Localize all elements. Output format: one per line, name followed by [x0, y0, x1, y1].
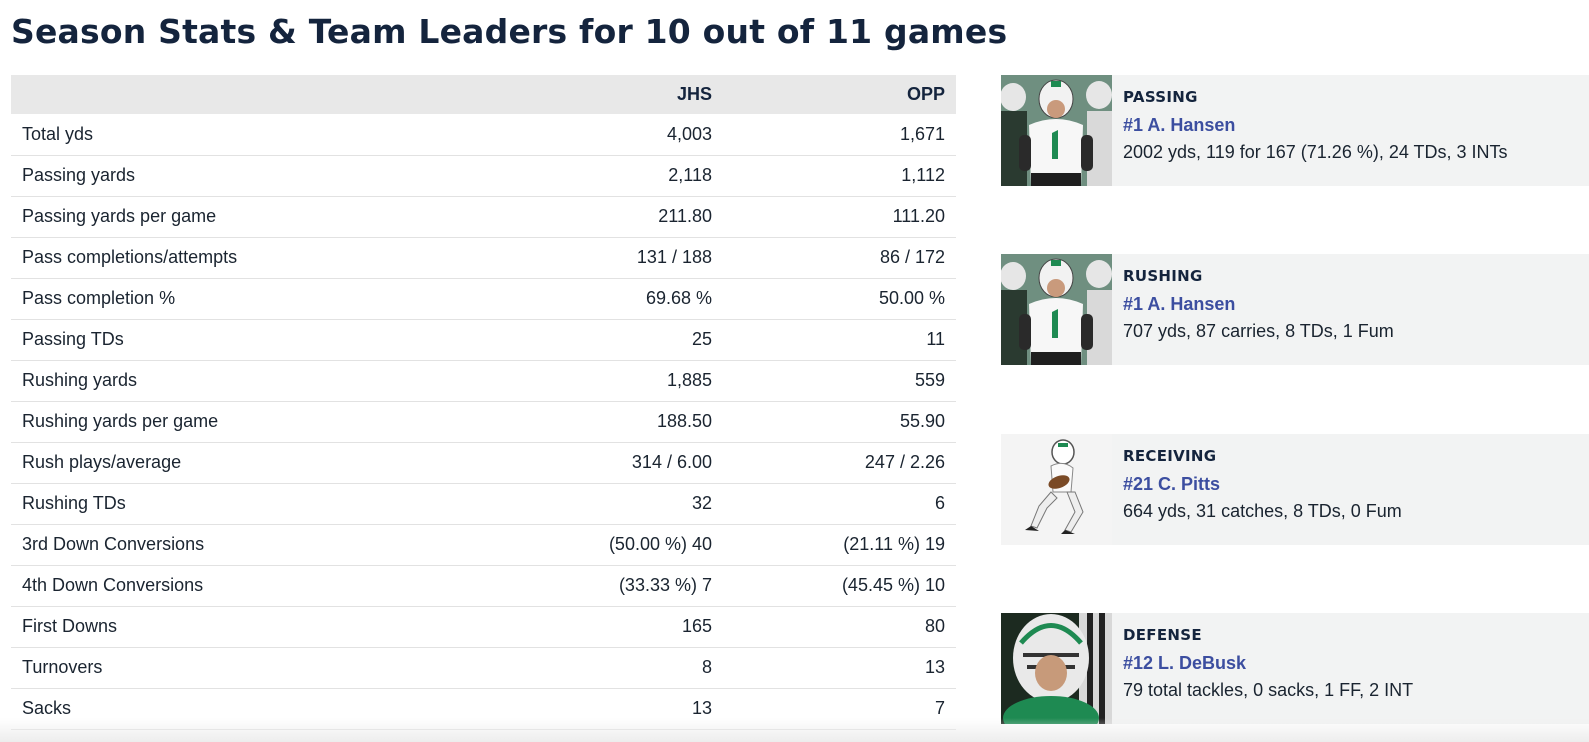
- stat-label: Pass completions/attempts: [11, 237, 489, 279]
- column-header-opp: OPP: [906, 84, 945, 104]
- stat-value-opp: 13: [723, 647, 956, 689]
- table-row: Rushing yards 1,885 559: [11, 360, 956, 402]
- table-row: Rushing TDs 32 6: [11, 483, 956, 525]
- leader-stat-line: 707 yds, 87 carries, 8 TDs, 1 Fum: [1123, 321, 1394, 341]
- stat-value-jhs: 211.80: [489, 196, 723, 238]
- leader-card-defense: DEFENSE #12 L. DeBusk 79 total tackles, 0 …: [1001, 613, 1589, 724]
- stat-value-jhs: 69.68 %: [489, 278, 723, 320]
- stat-value-jhs: 1,885: [489, 360, 723, 402]
- table-row: Rushing yards per game 188.50 55.90: [11, 401, 956, 443]
- player-photo-team[interactable]: [1001, 254, 1112, 365]
- leader-player-link[interactable]: #1 A. Hansen: [1123, 115, 1236, 135]
- leader-category: DEFENSE: [1123, 626, 1202, 644]
- stat-label: Rushing TDs: [11, 483, 489, 525]
- stat-value-opp: 7: [723, 688, 956, 730]
- stat-label: Sacks: [11, 688, 489, 730]
- stat-value-jhs: (33.33 %) 7: [489, 565, 723, 607]
- player-photo-helmet[interactable]: [1001, 613, 1112, 724]
- stat-label: Passing yards per game: [11, 196, 489, 238]
- stat-value-jhs: 2,118: [489, 155, 723, 197]
- table-row: Total yds 4,003 1,671: [11, 114, 956, 156]
- stat-value-opp: 1,112: [723, 155, 956, 197]
- leader-card-passing: PASSING #1 A. Hansen 2002 yds, 119 for 167…: [1001, 75, 1589, 186]
- column-header-label: [11, 75, 489, 114]
- leader-card-rushing: RUSHING #1 A. Hansen 707 yds, 87 carries, …: [1001, 254, 1589, 365]
- stat-value-jhs: 131 / 188: [489, 237, 723, 279]
- stat-value-opp: (45.45 %) 10: [723, 565, 956, 607]
- player-photo-team[interactable]: [1001, 75, 1112, 186]
- stat-label: Turnovers: [11, 647, 489, 689]
- stat-label: 4th Down Conversions: [11, 565, 489, 607]
- stat-label: Rush plays/average: [11, 442, 489, 484]
- stat-label: First Downs: [11, 606, 489, 648]
- stat-value-jhs: 13: [489, 688, 723, 730]
- leader-category: PASSING: [1123, 88, 1198, 106]
- leader-info: RECEIVING #21 C. Pitts 664 yds, 31 catches…: [1112, 434, 1402, 545]
- stat-value-opp: 247 / 2.26: [723, 442, 956, 484]
- stat-value-opp: 11: [723, 319, 956, 361]
- table-row: 4th Down Conversions (33.33 %) 7 (45.45 %)…: [11, 565, 956, 607]
- stat-value-jhs: 165: [489, 606, 723, 648]
- season-stats-table: JHS OPP Total yds 4,003 1,671 Passing yards…: [11, 75, 956, 730]
- table-row: Rush plays/average 314 / 6.00 247 / 2.26: [11, 442, 956, 484]
- stat-value-opp: 80: [723, 606, 956, 648]
- leader-player-link[interactable]: #1 A. Hansen: [1123, 294, 1236, 314]
- leader-stat-line: 79 total tackles, 0 sacks, 1 FF, 2 INT: [1123, 680, 1414, 700]
- table-row: Turnovers 8 13: [11, 647, 956, 689]
- stat-value-jhs: 4,003: [489, 114, 723, 156]
- stat-value-opp: 111.20: [723, 196, 956, 238]
- stat-label: Pass completion %: [11, 278, 489, 320]
- table-row: Passing yards 2,118 1,112: [11, 155, 956, 197]
- leader-info: PASSING #1 A. Hansen 2002 yds, 119 for 167…: [1112, 75, 1508, 186]
- stat-value-opp: (21.11 %) 19: [723, 524, 956, 566]
- stat-value-opp: 1,671: [723, 114, 956, 156]
- table-row: Passing TDs 25 11: [11, 319, 956, 361]
- stat-value-jhs: 32: [489, 483, 723, 525]
- table-row: 3rd Down Conversions (50.00 %) 40 (21.11 %…: [11, 524, 956, 566]
- stat-label: Passing yards: [11, 155, 489, 197]
- leader-player-link[interactable]: #12 L. DeBusk: [1123, 653, 1247, 673]
- stat-value-jhs: 25: [489, 319, 723, 361]
- table-row: Sacks 13 7: [11, 688, 956, 730]
- leader-card-receiving: RECEIVING #21 C. Pitts 664 yds, 31 catches…: [1001, 434, 1589, 545]
- stat-value-jhs: (50.00 %) 40: [489, 524, 723, 566]
- table-header-row: JHS OPP: [11, 75, 956, 114]
- stat-label: Rushing yards per game: [11, 401, 489, 443]
- leader-player-link[interactable]: #21 C. Pitts: [1123, 474, 1221, 494]
- stat-value-jhs: 188.50: [489, 401, 723, 443]
- stat-value-opp: 86 / 172: [723, 237, 956, 279]
- stat-value-opp: 55.90: [723, 401, 956, 443]
- leader-info: RUSHING #1 A. Hansen 707 yds, 87 carries, …: [1112, 254, 1394, 365]
- table-row: Pass completions/attempts 131 / 188 86 / 1…: [11, 237, 956, 279]
- table-row: Passing yards per game 211.80 111.20: [11, 196, 956, 238]
- leader-stat-line: 664 yds, 31 catches, 8 TDs, 0 Fum: [1123, 501, 1402, 521]
- leader-info: DEFENSE #12 L. DeBusk 79 total tackles, 0 …: [1112, 613, 1413, 724]
- stat-value-opp: 50.00 %: [723, 278, 956, 320]
- page-title: Season Stats & Team Leaders for 10 out o…: [11, 12, 1008, 51]
- table-row: Pass completion % 69.68 % 50.00 %: [11, 278, 956, 320]
- table-row: First Downs 165 80: [11, 606, 956, 648]
- leader-category: RECEIVING: [1123, 447, 1217, 465]
- stat-label: Passing TDs: [11, 319, 489, 361]
- stat-label: 3rd Down Conversions: [11, 524, 489, 566]
- stat-value-jhs: 8: [489, 647, 723, 689]
- stat-label: Total yds: [11, 114, 489, 156]
- leader-category: RUSHING: [1123, 267, 1203, 285]
- stat-label: Rushing yards: [11, 360, 489, 402]
- stat-value-opp: 559: [723, 360, 956, 402]
- stat-value-opp: 6: [723, 483, 956, 525]
- column-header-jhs: JHS: [676, 84, 712, 104]
- leader-stat-line: 2002 yds, 119 for 167 (71.26 %), 24 TDs,…: [1123, 142, 1508, 162]
- stat-value-jhs: 314 / 6.00: [489, 442, 723, 484]
- player-photo-catch[interactable]: [1001, 434, 1112, 545]
